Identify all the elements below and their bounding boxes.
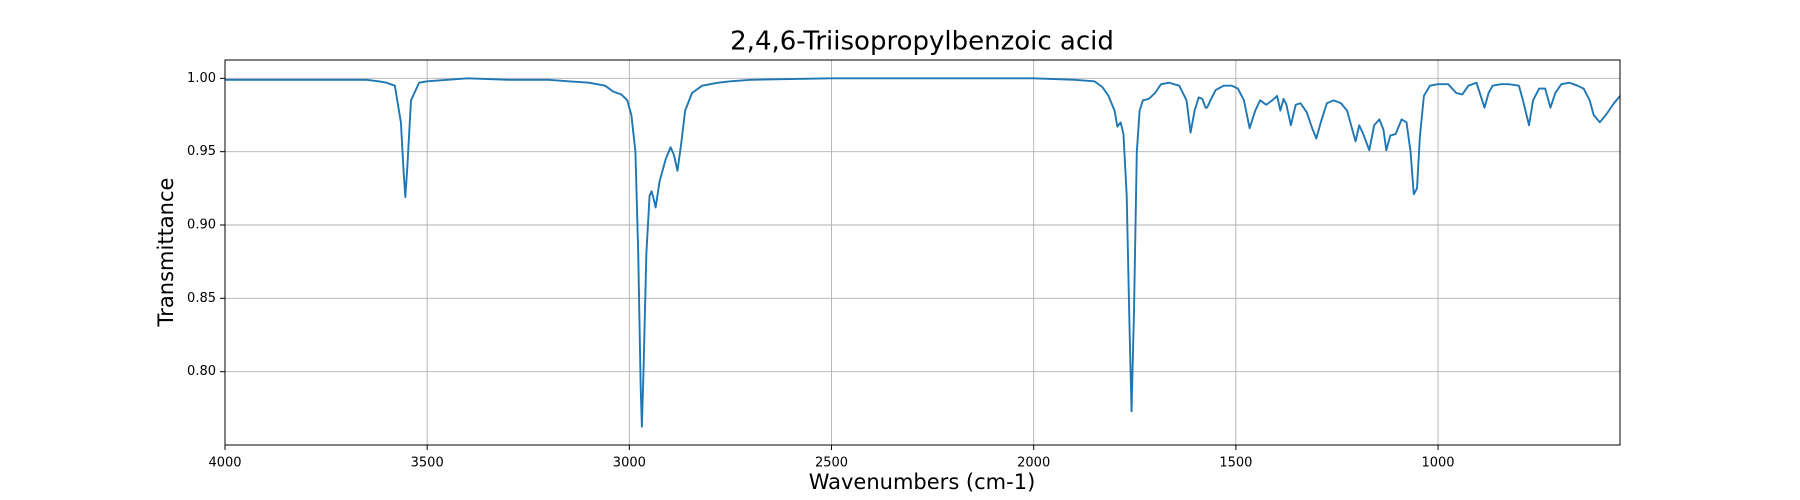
- ticks: 4000 3500 3000 2500 2000 1500 1000 0.80 0.85 0.90…: [187, 71, 1455, 471]
- x-tick-label: 2000: [1017, 456, 1050, 471]
- grid: [224, 60, 1620, 445]
- plot-area: [225, 77, 1621, 428]
- x-tick-label: 2500: [815, 456, 848, 471]
- x-tick-label: 3500: [411, 456, 444, 471]
- x-tick-label: 1000: [1421, 456, 1454, 471]
- y-axis-label: Transmittance: [154, 178, 178, 328]
- plot-frame: [224, 59, 1621, 446]
- y-tick-label: 0.80: [187, 364, 216, 379]
- x-tick-label: 3000: [613, 456, 646, 471]
- x-axis-label: Wavenumbers (cm-1): [809, 470, 1036, 494]
- y-tick-label: 0.85: [187, 291, 216, 306]
- x-tick-label: 4000: [208, 456, 241, 471]
- y-tick-label: 0.95: [187, 144, 216, 159]
- x-tick-label: 1500: [1219, 456, 1252, 471]
- spectrum-line: [225, 77, 1621, 428]
- y-tick-label: 0.90: [187, 218, 216, 233]
- y-tick-label: 1.00: [187, 71, 216, 86]
- chart-title: 2,4,6-Triisopropylbenzoic acid: [730, 27, 1114, 57]
